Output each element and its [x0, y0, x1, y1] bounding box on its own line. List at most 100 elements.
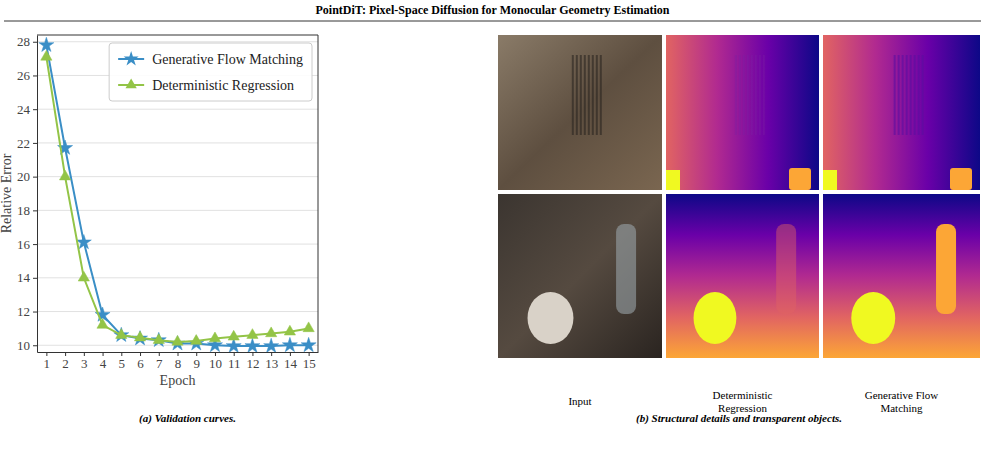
- series-marker: [59, 170, 70, 180]
- tick-label: 10: [17, 338, 30, 353]
- tick: 7: [156, 352, 163, 371]
- y-axis: 10 12 14 16 18 20 22 24 26 28: [17, 34, 38, 353]
- tick-label: 7: [156, 356, 163, 371]
- image-panel: [666, 35, 819, 190]
- tick: 22: [17, 136, 37, 151]
- axis-line: [37, 36, 38, 353]
- tick-label: 22: [17, 136, 30, 151]
- legend-entry: Generative Flow Matching: [118, 51, 303, 67]
- tick-mark: [33, 42, 37, 43]
- image-grid: [498, 35, 980, 358]
- tick-label: 10: [209, 356, 222, 371]
- tick: 13: [265, 352, 278, 371]
- tick-mark: [33, 143, 37, 144]
- image-detail: [902, 55, 904, 135]
- legend-frame: [109, 43, 312, 101]
- image-detail: [910, 55, 912, 135]
- grid-line: [37, 311, 318, 312]
- series-marker: [209, 332, 220, 342]
- figure: PointDiT: Pixel-Space Diffusion for Mono…: [0, 0, 985, 454]
- series-marker: [191, 335, 202, 345]
- image-detail: [588, 55, 590, 135]
- series-marker: [172, 335, 183, 345]
- grid-line: [37, 142, 318, 143]
- tick-label: 12: [246, 356, 259, 371]
- series-marker: [170, 336, 185, 350]
- tick-label: 15: [303, 356, 316, 371]
- tick-label: 24: [17, 102, 31, 117]
- image-detail: [739, 55, 741, 135]
- tick: 14: [284, 352, 298, 371]
- tick-mark: [33, 312, 37, 313]
- tick-label: 18: [17, 203, 30, 218]
- tick-label: 8: [175, 356, 182, 371]
- header-title: PointDiT: Pixel-Space Diffusion for Mono…: [316, 3, 670, 17]
- image-panel: [666, 194, 819, 358]
- image-detail: [936, 224, 956, 314]
- tick: 20: [17, 169, 37, 184]
- image-detail: [898, 55, 900, 135]
- image-detail: [592, 55, 594, 135]
- grid: [37, 42, 318, 346]
- tick: 18: [17, 203, 37, 218]
- legend-marker: [124, 51, 139, 65]
- grid-line: [37, 277, 318, 278]
- series-marker: [264, 338, 279, 352]
- image-detail: [789, 168, 811, 190]
- tick-label: 20: [17, 169, 30, 184]
- grid-line: [37, 41, 318, 42]
- image-detail: [580, 55, 582, 135]
- grid-line: [37, 210, 318, 211]
- image-detail: [906, 55, 908, 135]
- series-marker: [245, 338, 260, 352]
- tick: 9: [193, 352, 200, 371]
- image-detail: [528, 292, 574, 344]
- tick: 2: [62, 352, 69, 371]
- image-detail: [616, 224, 636, 314]
- column-label: Input: [568, 395, 591, 407]
- tick-mark: [33, 210, 37, 211]
- image-detail: [759, 55, 761, 135]
- image-detail: [600, 55, 602, 135]
- series-marker: [97, 319, 108, 329]
- image-detail: [743, 55, 745, 135]
- tick-label: 13: [265, 356, 278, 371]
- tick: 11: [228, 352, 241, 371]
- image-detail: [776, 224, 796, 314]
- tick: 14: [17, 270, 37, 285]
- tick-label: 26: [17, 68, 31, 83]
- grid-line: [37, 176, 318, 177]
- series-marker: [282, 337, 297, 351]
- series-marker: [284, 325, 295, 335]
- tick-label: 12: [17, 304, 30, 319]
- tick: 15: [303, 352, 316, 371]
- grid-line: [37, 244, 318, 245]
- series-marker: [39, 37, 54, 51]
- image-detail: [735, 55, 737, 135]
- tick: 28: [17, 34, 37, 49]
- tick-label: 16: [17, 237, 31, 252]
- tick-label: 14: [17, 270, 31, 285]
- image-detail: [572, 55, 574, 135]
- tick-label: 3: [81, 356, 88, 371]
- tick-label: 6: [137, 356, 144, 371]
- image-detail: [596, 55, 598, 135]
- tick-label: 9: [193, 356, 200, 371]
- image-detail: [666, 170, 680, 190]
- legend: Generative Flow MatchingDeterministic Re…: [109, 43, 312, 101]
- tick-label: 5: [119, 356, 126, 371]
- image-detail: [823, 170, 837, 190]
- x-axis-title: Epoch: [160, 373, 196, 388]
- series-marker: [134, 331, 145, 341]
- series-marker: [116, 329, 127, 339]
- tick: 1: [44, 352, 51, 371]
- tick: 12: [246, 352, 259, 371]
- image-detail: [694, 292, 737, 344]
- image-detail: [894, 55, 896, 135]
- frame-top: [37, 35, 318, 36]
- series-marker: [303, 322, 314, 332]
- tick-mark: [33, 177, 37, 178]
- tick-label: 14: [284, 356, 298, 371]
- tick: 26: [17, 68, 37, 83]
- image-panel: [823, 35, 980, 190]
